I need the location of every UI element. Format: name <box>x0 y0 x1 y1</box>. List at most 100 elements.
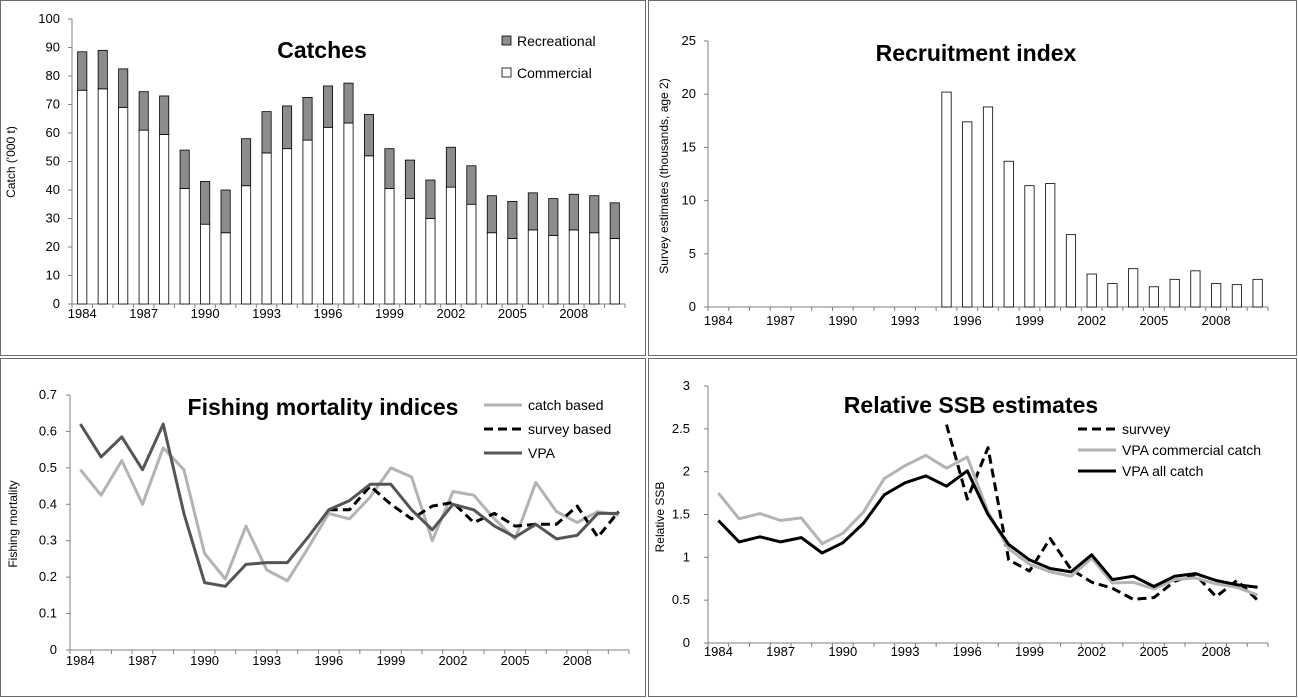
bar-commercial <box>425 218 436 305</box>
bar-commercial <box>445 186 456 305</box>
legend-label: survey based <box>528 421 611 437</box>
x-tick-label: 1999 <box>375 306 404 321</box>
bar-recreational <box>200 181 211 225</box>
y-tick-label: 20 <box>46 239 60 254</box>
x-tick-label: 1999 <box>376 653 405 668</box>
bar <box>1003 160 1014 308</box>
bar-commercial <box>343 122 354 305</box>
chart-title: Fishing mortality indices <box>188 394 459 420</box>
bar-commercial <box>486 232 497 305</box>
bar <box>941 91 952 308</box>
x-tick-label: 1993 <box>252 653 281 668</box>
bar-commercial <box>568 229 579 305</box>
x-tick-label: 1999 <box>1015 644 1044 659</box>
x-tick-label: 1993 <box>891 313 920 328</box>
bar-recreational <box>589 195 600 234</box>
bar-commercial <box>77 89 88 305</box>
y-tick-label: 3 <box>683 378 690 393</box>
bar-recreational <box>568 193 579 231</box>
x-tick-label: 1987 <box>766 644 795 659</box>
legend-label: Recreational <box>517 33 596 49</box>
x-tick-label: 2002 <box>436 306 465 321</box>
bar-commercial <box>97 88 108 305</box>
y-tick-label: 1 <box>683 549 690 564</box>
y-tick-label: 0 <box>689 299 696 314</box>
chart-title: Recruitment index <box>876 40 1077 66</box>
x-tick-label: 1996 <box>314 653 343 668</box>
x-tick-label: 1990 <box>190 653 219 668</box>
bar-commercial <box>241 185 252 305</box>
y-tick-label: 90 <box>46 40 60 55</box>
bar-commercial <box>138 129 149 305</box>
x-tick-label: 1990 <box>191 306 220 321</box>
y-axis-label: Survey estimates (thousands, age 2) <box>657 78 671 273</box>
x-tick-label: 1993 <box>891 644 920 659</box>
bar-recreational <box>282 105 293 150</box>
bar <box>1169 278 1180 308</box>
y-tick-label: 15 <box>682 139 696 154</box>
x-tick-label: 1987 <box>129 306 158 321</box>
y-axis-label: Catch ('000 t) <box>4 126 18 198</box>
series-line-vpa-all-catch <box>717 469 1258 589</box>
bar-recreational <box>118 68 129 108</box>
x-tick-label: 1999 <box>1015 313 1044 328</box>
legend-label: VPA commercial catch <box>1122 442 1261 458</box>
y-tick-label: 2 <box>683 464 690 479</box>
y-tick-label: 0.7 <box>39 387 57 402</box>
x-tick-label: 1996 <box>314 306 343 321</box>
x-tick-label: 1990 <box>828 644 857 659</box>
x-tick-label: 2008 <box>559 306 588 321</box>
bar-recreational <box>404 159 415 199</box>
bar <box>1148 286 1159 308</box>
bar-recreational <box>97 49 108 90</box>
bar <box>1024 185 1035 308</box>
legend-label: catch based <box>528 397 604 413</box>
x-tick-label: 1984 <box>704 644 733 659</box>
y-tick-label: 0.1 <box>39 606 57 621</box>
y-tick-label: 25 <box>682 33 696 48</box>
legend-swatch <box>501 35 512 46</box>
bar-recreational <box>527 192 538 231</box>
x-tick-label: 1987 <box>766 313 795 328</box>
bar <box>1045 183 1056 308</box>
bar <box>1086 273 1097 308</box>
bar-recreational <box>241 138 252 187</box>
x-tick-label: 1984 <box>66 653 95 668</box>
x-tick-label: 2005 <box>501 653 530 668</box>
bar-commercial <box>609 238 620 305</box>
x-tick-label: 1996 <box>953 644 982 659</box>
bar-recreational <box>159 95 170 135</box>
y-tick-label: 100 <box>38 11 60 26</box>
x-tick-label: 2005 <box>1139 644 1168 659</box>
bar-recreational <box>343 82 354 124</box>
bar-commercial <box>302 139 313 305</box>
bar-recreational <box>507 200 518 239</box>
chart-3: Relative SSB estimates Relative SSB 0 0.5 1 1… <box>653 378 1269 659</box>
bar-recreational <box>179 149 190 189</box>
bar-commercial <box>159 134 170 305</box>
bar <box>1252 278 1263 308</box>
x-tick-label: 2005 <box>1139 313 1168 328</box>
bar-recreational <box>486 195 497 234</box>
legend-label: VPA <box>528 445 556 461</box>
x-tick-label: 2002 <box>1077 313 1106 328</box>
x-tick-label: 2008 <box>1202 644 1231 659</box>
y-axis-label: Fishing mortality <box>6 480 20 567</box>
bar-commercial <box>527 229 538 305</box>
y-tick-label: 20 <box>682 86 696 101</box>
bar <box>1231 284 1242 308</box>
y-tick-label: 0 <box>53 296 60 311</box>
legend-swatch <box>501 67 512 78</box>
chart-title: Catches <box>277 37 366 63</box>
x-tick-label: 1993 <box>252 306 281 321</box>
bar-recreational <box>609 202 620 239</box>
series-line-survey-based <box>328 484 620 539</box>
x-tick-label: 1990 <box>828 313 857 328</box>
legend-label: Commercial <box>517 65 592 81</box>
x-tick-label: 1996 <box>953 313 982 328</box>
y-tick-label: 60 <box>46 125 60 140</box>
bar <box>1065 234 1077 308</box>
chart-title: Relative SSB estimates <box>844 392 1098 418</box>
bar-recreational <box>77 51 88 91</box>
